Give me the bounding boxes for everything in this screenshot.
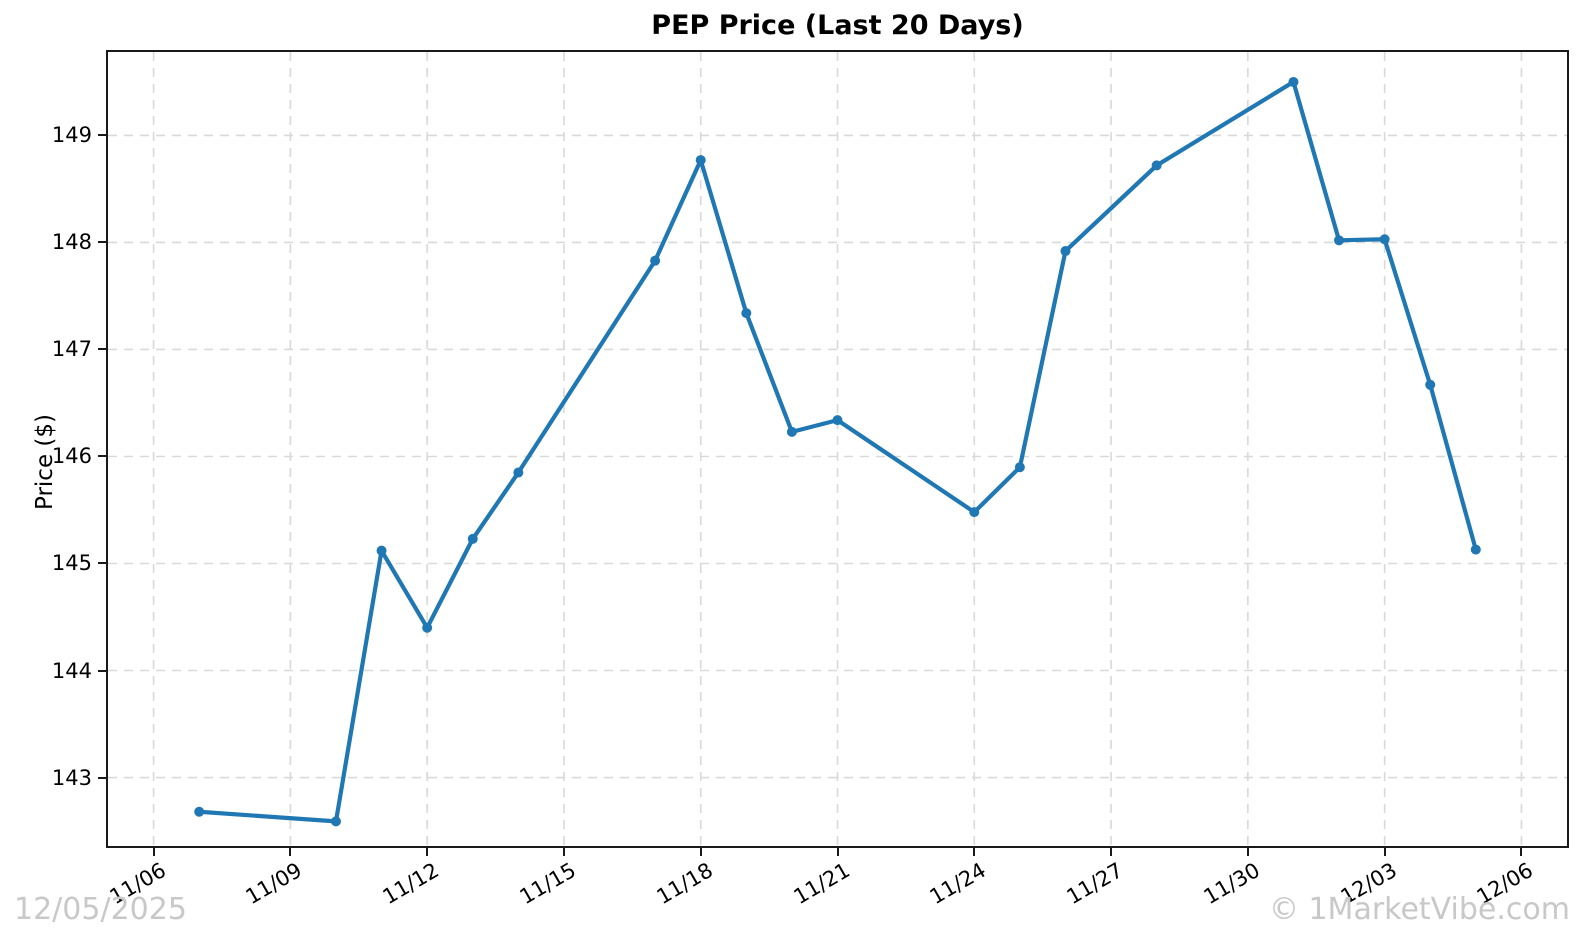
y-axis-tick-mark xyxy=(98,134,106,137)
data-point-marker xyxy=(695,155,706,166)
y-axis-tick-mark xyxy=(98,455,106,458)
x-axis-tick-mark xyxy=(973,848,976,856)
price-data-markers xyxy=(194,76,1481,827)
horizontal-gridlines xyxy=(108,134,1567,779)
data-point-marker xyxy=(832,415,843,426)
data-point-marker xyxy=(513,467,524,478)
data-point-marker xyxy=(1014,462,1025,473)
y-axis-tick-labels: 143 144 145 146 147 148 149 xyxy=(0,50,92,848)
data-point-marker xyxy=(1288,76,1299,87)
y-axis-tick-label: 146 xyxy=(51,444,92,469)
data-point-marker xyxy=(1151,160,1162,171)
y-axis-tick-label: 147 xyxy=(51,337,92,362)
data-point-marker xyxy=(467,533,478,544)
date-watermark: 12/05/2025 xyxy=(14,892,187,927)
data-point-marker xyxy=(741,308,752,319)
data-point-marker xyxy=(1470,544,1481,555)
y-axis-tick-mark xyxy=(98,562,106,565)
y-axis-tick-label: 143 xyxy=(51,765,92,790)
x-axis-tick-mark xyxy=(836,848,839,856)
data-point-marker xyxy=(194,806,205,817)
price-line-chart xyxy=(108,52,1567,846)
x-axis-tick-mark xyxy=(1110,848,1113,856)
y-axis-tick-label: 145 xyxy=(51,551,92,576)
x-axis-tick-mark xyxy=(152,848,155,856)
brand-watermark: © 1MarketVibe.com xyxy=(1268,892,1570,927)
y-axis-tick-marks xyxy=(96,50,106,848)
x-axis-tick-mark xyxy=(289,848,292,856)
x-axis-tick-mark xyxy=(1246,848,1249,856)
y-axis-tick-label: 144 xyxy=(51,658,92,683)
y-axis-tick-mark xyxy=(98,241,106,244)
y-axis-tick-mark xyxy=(98,776,106,779)
y-axis-tick-mark xyxy=(98,348,106,351)
data-point-marker xyxy=(376,545,387,556)
data-point-marker xyxy=(422,622,433,633)
data-point-marker xyxy=(1379,234,1390,245)
chart-title: PEP Price (Last 20 Days) xyxy=(651,10,1024,41)
data-point-marker xyxy=(1425,379,1436,390)
y-axis-tick-label: 149 xyxy=(51,123,92,148)
data-point-marker xyxy=(969,507,980,518)
data-point-marker xyxy=(1060,246,1071,257)
y-axis-tick-mark xyxy=(98,669,106,672)
y-axis-tick-label: 148 xyxy=(51,230,92,255)
plot-area xyxy=(106,50,1569,848)
x-axis-tick-mark xyxy=(699,848,702,856)
x-axis-tick-mark xyxy=(562,848,565,856)
x-axis-tick-mark xyxy=(1383,848,1386,856)
data-point-marker xyxy=(1334,235,1345,246)
vertical-gridlines xyxy=(152,52,1523,846)
x-axis-tick-mark xyxy=(426,848,429,856)
data-point-marker xyxy=(330,816,341,827)
data-point-marker xyxy=(650,255,661,266)
x-axis-tick-marks xyxy=(106,848,1569,858)
data-point-marker xyxy=(786,426,797,437)
x-axis-tick-mark xyxy=(1520,848,1523,856)
price-line-series xyxy=(197,79,1478,824)
